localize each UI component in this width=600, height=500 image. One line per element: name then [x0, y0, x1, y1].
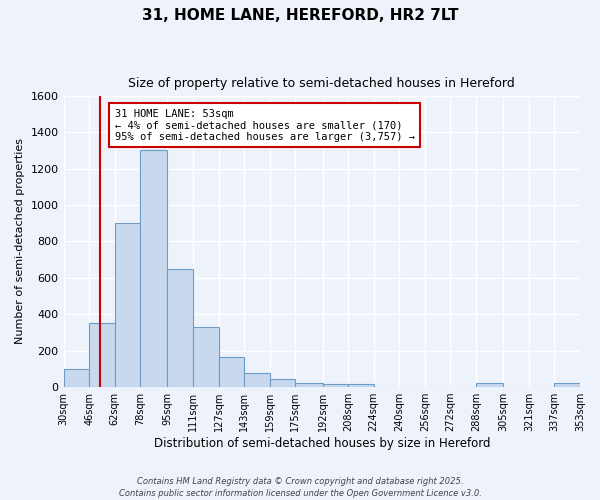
Bar	[64, 369, 89, 387]
Bar	[244, 372, 270, 387]
Bar	[115, 224, 140, 387]
Text: Contains HM Land Registry data © Crown copyright and database right 2025.
Contai: Contains HM Land Registry data © Crown c…	[119, 476, 481, 498]
Bar	[554, 384, 580, 387]
Y-axis label: Number of semi-detached properties: Number of semi-detached properties	[15, 138, 25, 344]
Text: 31 HOME LANE: 53sqm
← 4% of semi-detached houses are smaller (170)
95% of semi-d: 31 HOME LANE: 53sqm ← 4% of semi-detache…	[115, 108, 415, 142]
Bar	[193, 327, 218, 387]
Bar	[89, 324, 115, 387]
Title: Size of property relative to semi-detached houses in Hereford: Size of property relative to semi-detach…	[128, 78, 515, 90]
X-axis label: Distribution of semi-detached houses by size in Hereford: Distribution of semi-detached houses by …	[154, 437, 490, 450]
Bar	[295, 382, 323, 387]
Bar	[476, 384, 503, 387]
Bar	[218, 357, 244, 387]
Text: 31, HOME LANE, HEREFORD, HR2 7LT: 31, HOME LANE, HEREFORD, HR2 7LT	[142, 8, 458, 22]
Bar	[323, 384, 348, 387]
Bar	[140, 150, 167, 387]
Bar	[167, 269, 193, 387]
Bar	[270, 379, 295, 387]
Bar	[348, 384, 374, 387]
